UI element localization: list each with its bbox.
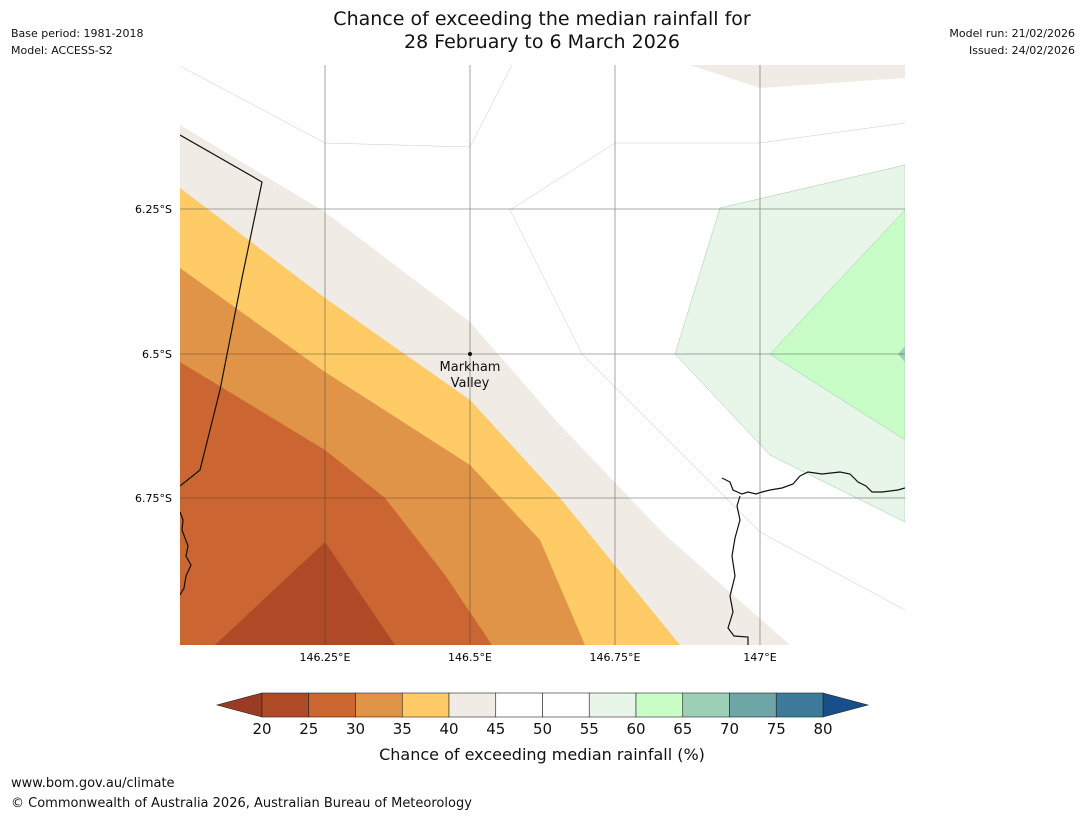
- contour-lines: [180, 65, 905, 611]
- map-panel: [180, 65, 905, 645]
- colorbar-tick-label: 65: [673, 720, 692, 738]
- lat-label: 6.5°S: [142, 348, 172, 361]
- place-label-line-2: Valley: [451, 376, 490, 391]
- graticule: [180, 65, 905, 645]
- colorbar-under-arrow: [215, 692, 263, 718]
- place-label-line-1: Markham: [440, 360, 501, 375]
- colorbar: 20 25 30 35 40 45 50 55 60 65 70 75 80: [215, 692, 870, 738]
- colorbar-segment: [261, 692, 310, 718]
- colorbar-tick-label: 60: [626, 720, 645, 738]
- colorbar-tick-label: 35: [393, 720, 412, 738]
- model-run-text: Model run: 21/02/2026: [949, 27, 1075, 40]
- colorbar-tick-label: 30: [346, 720, 365, 738]
- colorbar-segment: [448, 692, 497, 718]
- colorbar-over-arrow: [822, 692, 870, 718]
- colorbar-segment: [635, 692, 684, 718]
- colorbar-segment: [588, 692, 637, 718]
- colorbar-tick-label: 75: [767, 720, 786, 738]
- lat-label: 6.75°S: [135, 492, 172, 505]
- colorbar-segment: [542, 692, 590, 718]
- map-title: Chance of exceeding the median rainfall …: [242, 8, 842, 54]
- colorbar-tick-label: 45: [486, 720, 505, 738]
- colorbar-segment: [401, 692, 450, 718]
- colorbar-segment: [729, 692, 777, 718]
- colorbar-tick-label: 50: [533, 720, 552, 738]
- colorbar-segment: [495, 692, 543, 718]
- colorbar-label: Chance of exceeding median rainfall (%): [379, 745, 705, 764]
- colorbar-segment: [308, 692, 356, 718]
- model-text: Model: ACCESS-S2: [11, 44, 113, 57]
- colorbar-tick-label: 70: [720, 720, 739, 738]
- colorbar-segment: [682, 692, 730, 718]
- lon-label: 146.25°E: [300, 651, 351, 664]
- band-25-30: [180, 362, 492, 645]
- location-marker: [468, 352, 472, 356]
- band-60-65: [769, 209, 905, 441]
- colorbar-segment: [775, 692, 824, 718]
- colorbar-tick-label: 40: [439, 720, 458, 738]
- lat-label: 6.25°S: [135, 203, 172, 216]
- title-line-1: Chance of exceeding the median rainfall …: [333, 8, 751, 30]
- copyright-text: © Commonwealth of Australia 2026, Austra…: [11, 796, 472, 811]
- colorbar-tick-label: 20: [252, 720, 271, 738]
- colorbar-tick-label: 80: [813, 720, 832, 738]
- base-period-text: Base period: 1981-2018: [11, 27, 144, 40]
- colorbar-segment: [355, 692, 403, 718]
- title-line-2: 28 February to 6 March 2026: [403, 31, 680, 53]
- website-text: www.bom.gov.au/climate: [11, 776, 175, 791]
- coastline: [180, 134, 905, 645]
- band-20-25: [215, 542, 395, 645]
- lon-label: 147°E: [743, 651, 776, 664]
- lon-label: 146.5°E: [448, 651, 492, 664]
- issued-text: Issued: 24/02/2026: [968, 44, 1075, 57]
- colorbar-tick-label: 25: [299, 720, 318, 738]
- lon-label: 146.75°E: [590, 651, 641, 664]
- band-40-45-north: [690, 65, 905, 88]
- colorbar-tick-label: 55: [580, 720, 599, 738]
